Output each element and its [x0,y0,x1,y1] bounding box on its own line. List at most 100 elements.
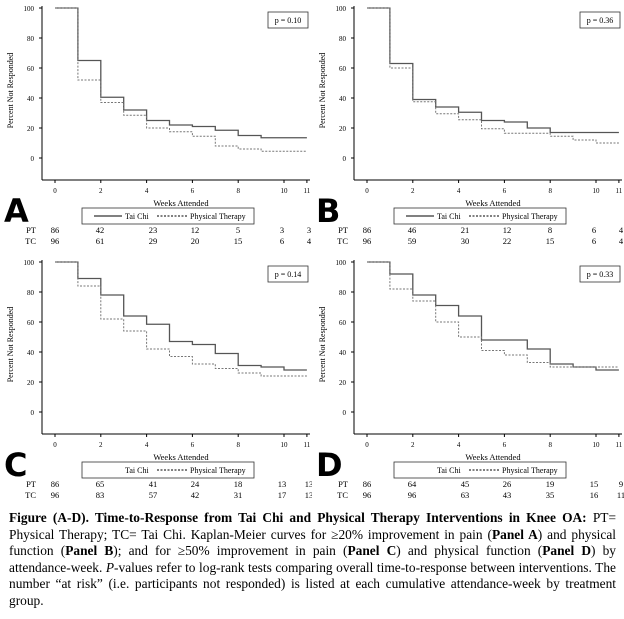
y-tick-label: 60 [27,319,35,327]
at-risk-label-pt: PT [338,479,349,489]
y-tick-label: 80 [27,35,35,43]
x-tick-label: 10 [281,187,289,195]
at-risk-tc: 11 [617,490,624,500]
x-tick-label: 6 [503,441,507,449]
y-tick-label: 0 [31,409,35,417]
at-risk-pt: 12 [191,225,200,235]
x-tick-label: 0 [53,187,57,195]
x-tick-label: 2 [99,187,103,195]
legend-tai-chi: Tai Chi [437,466,461,475]
at-risk-pt: 64 [408,479,417,489]
legend-tai-chi: Tai Chi [125,466,149,475]
y-tick-label: 80 [27,289,35,297]
x-tick-label: 2 [411,187,415,195]
at-risk-pt: 41 [149,479,158,489]
caption-run: Panel A [491,526,538,542]
p-value: p = 0.14 [275,270,302,279]
legend-physical-therapy: Physical Therapy [502,466,558,475]
panel-letter: C [4,446,27,484]
caption-run: PT= Physical Therapy; TC= Tai Chi. Kapla… [9,510,616,542]
x-tick-label: 2 [99,441,103,449]
x-tick-label: 6 [503,187,507,195]
p-value: p = 0.36 [587,16,614,25]
x-tick-label: 10 [281,441,289,449]
caption-run: ) by attendance-week. [9,543,616,575]
panel-letter: D [316,446,343,484]
p-value-box [579,265,621,283]
y-tick-label: 0 [31,155,35,163]
at-risk-tc: 43 [503,490,512,500]
y-tick-label: 100 [336,5,347,13]
caption-run: Figure (A-D). Time-to-Response from Tai … [9,510,587,525]
x-tick-label: 11 [616,441,623,449]
x-axis-label: Weeks Attended [153,198,209,208]
y-tick-label: 40 [27,349,35,357]
x-axis-label: Weeks Attended [153,452,209,462]
at-risk-tc: 83 [96,490,105,500]
series-line-tai-chi [367,7,619,134]
series-line-tai-chi [367,261,619,371]
x-tick-label: 4 [145,187,149,195]
at-risk-pt: 26 [503,479,512,489]
x-tick-label: 4 [457,187,461,195]
at-risk-tc: 96 [51,490,60,500]
panel-a: 100 80 60 40 20 0 0 2 4 6 8 10 11 Percent Not Respond… [0,0,312,250]
y-tick-label: 20 [339,379,347,387]
x-tick-label: 2 [411,441,415,449]
x-tick-label: 11 [304,441,311,449]
at-risk-tc: 16 [590,490,599,500]
legend-tai-chi: Tai Chi [437,212,461,221]
at-risk-tc: 35 [546,490,555,500]
x-tick-label: 6 [191,441,195,449]
at-risk-label-tc: TC [337,490,348,500]
at-risk-pt: 13 [278,479,287,489]
series-line-physical-therapy [55,261,307,377]
caption-run: ); and for ≥50% improvement in pain ( [113,543,348,559]
at-risk-pt: 23 [149,225,158,235]
at-risk-pt: 65 [96,479,105,489]
y-axis-label: Percent Not Responded [6,53,15,129]
at-risk-label-pt: PT [26,225,37,235]
y-tick-label: 40 [339,349,347,357]
series-line-physical-therapy [55,7,307,152]
at-risk-label-tc: TC [25,236,36,246]
y-axis-label: Percent Not Responded [318,307,327,383]
caption-run: -values refer to log-rank tests comparin… [9,559,616,608]
x-tick-label: 6 [191,187,195,195]
panel-d: 100 80 60 40 20 0 0 2 4 6 8 10 11 Percent Not Respond… [312,254,624,504]
at-risk-pt: 13 [305,479,312,489]
y-tick-label: 20 [339,125,347,133]
y-tick-label: 80 [339,289,347,297]
y-tick-label: 60 [27,65,35,73]
at-risk-pt: 15 [590,479,599,489]
km-chart-a: 100 80 60 40 20 0 0 2 4 6 8 10 11 Percent Not Respond… [4,5,312,246]
caption-run: Panel C [347,543,397,559]
at-risk-pt: 8 [548,225,552,235]
at-risk-tc: 96 [363,236,372,246]
y-tick-label: 0 [343,409,347,417]
x-tick-label: 10 [593,187,601,195]
p-value-box [579,11,621,29]
series-line-tai-chi [55,7,307,139]
at-risk-tc: 6 [280,236,284,246]
at-risk-pt: 3 [280,225,284,235]
at-risk-label-tc: TC [25,490,36,500]
y-tick-label: 80 [339,35,347,43]
x-tick-label: 0 [365,187,369,195]
x-tick-label: 11 [616,187,623,195]
at-risk-tc: 96 [51,236,60,246]
x-tick-label: 11 [304,187,311,195]
at-risk-tc: 4 [307,236,312,246]
at-risk-pt: 42 [96,225,105,235]
y-tick-label: 20 [27,379,35,387]
at-risk-tc: 63 [461,490,470,500]
at-risk-pt: 86 [51,479,60,489]
y-tick-label: 40 [339,95,347,103]
y-tick-label: 20 [27,125,35,133]
at-risk-tc: 13 [305,490,312,500]
at-risk-tc: 96 [408,490,417,500]
at-risk-tc: 20 [191,236,200,246]
caption-run: ) and physical function ( [9,526,617,559]
